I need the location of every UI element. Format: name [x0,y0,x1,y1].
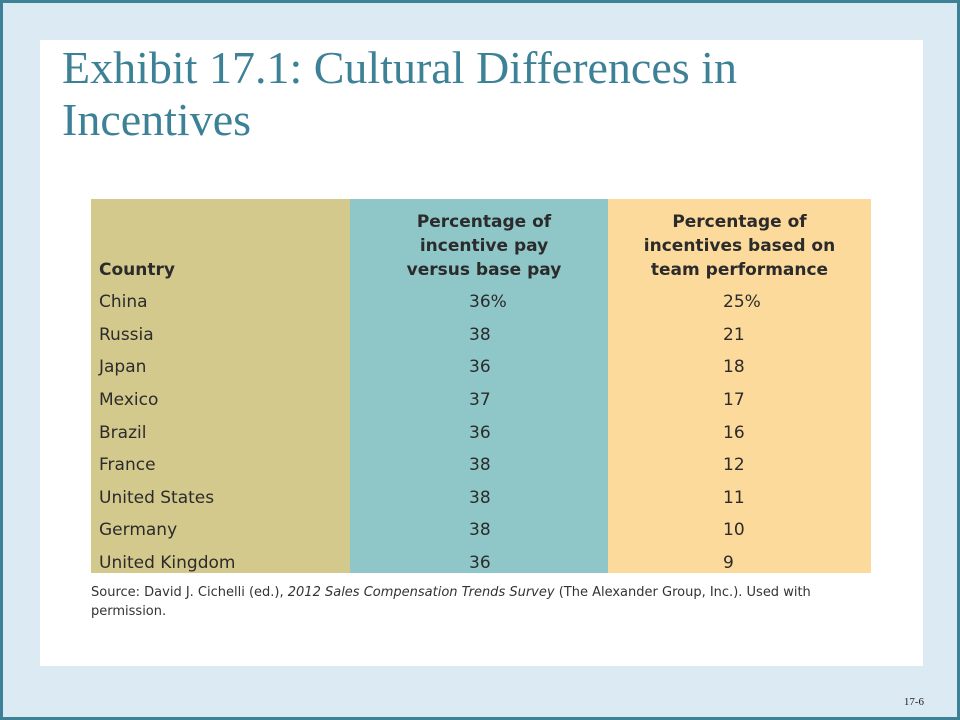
country-cell: United States [99,487,215,508]
team-performance-cell: 11 [723,487,745,508]
country-cell: Germany [99,520,178,541]
team-performance-cell: 10 [723,520,745,541]
incentive-pay-cell: 38 [469,455,491,476]
team-performance-cell: 12 [723,455,745,476]
table-header-row: Country Percentage of incentive pay vers… [91,199,871,286]
table-row: Russia 38 21 [91,319,871,352]
country-cell: United Kingdom [99,553,236,574]
incentive-pay-cell: 36 [469,357,491,378]
table-row: France 38 12 [91,449,871,482]
incentive-pay-cell: 38 [469,324,491,345]
table-row: United States 38 11 [91,482,871,515]
table-row: Brazil 36 16 [91,416,871,449]
team-performance-cell: 17 [723,390,745,411]
team-performance-cell: 16 [723,422,745,443]
header-team-performance: Percentage of incentives based on team p… [643,212,836,280]
incentive-pay-cell: 38 [469,487,491,508]
team-performance-column-background [608,199,871,573]
team-performance-cell: 18 [723,357,745,378]
incentive-pay-cell: 36 [469,422,491,443]
source-suffix: (The Alexander Group, Inc.). Used with p… [91,585,811,619]
country-cell: Japan [99,357,147,378]
header-country: Country [99,260,175,280]
team-performance-cell: 21 [723,324,745,345]
incentive-pay-cell: 38 [469,520,491,541]
country-column-background [91,199,350,573]
source-note: Source: David J. Cichelli (ed.), 2012 Sa… [91,583,881,621]
team-performance-cell: 9 [723,553,734,574]
team-performance-cell: 25% [723,292,761,313]
incentive-pay-cell: 37 [469,390,491,411]
country-cell: Russia [99,324,154,345]
slide-content-panel: Exhibit 17.1: Cultural Differences in In… [40,40,923,666]
table-row: Germany 38 10 [91,514,871,547]
table-row: United Kingdom 36 9 [91,547,871,580]
source-prefix: Source: David J. Cichelli (ed.), [91,585,288,600]
table-body: China 36% 25% Russia 38 21 Japan 36 18 Mexico 37 17… [91,286,871,579]
incentives-table: Country Percentage of incentive pay vers… [91,199,871,579]
table-row: China 36% 25% [91,286,871,319]
exhibit-table-container: Country Percentage of incentive pay vers… [91,199,871,573]
slide-title: Exhibit 17.1: Cultural Differences in In… [62,42,737,145]
header-incentive-pay: Percentage of incentive pay versus base … [406,212,562,280]
incentive-pay-cell: 36 [469,553,491,574]
table-row: Mexico 37 17 [91,384,871,417]
source-survey-title: 2012 Sales Compensation Trends Survey [287,585,555,600]
country-cell: France [99,455,156,476]
slide-number: 17-6 [903,696,924,708]
country-cell: China [99,292,148,313]
country-cell: Brazil [99,422,147,443]
incentive-pay-column-background [350,199,608,573]
table-row: Japan 36 18 [91,351,871,384]
incentive-pay-cell: 36% [469,292,507,313]
country-cell: Mexico [99,390,159,411]
